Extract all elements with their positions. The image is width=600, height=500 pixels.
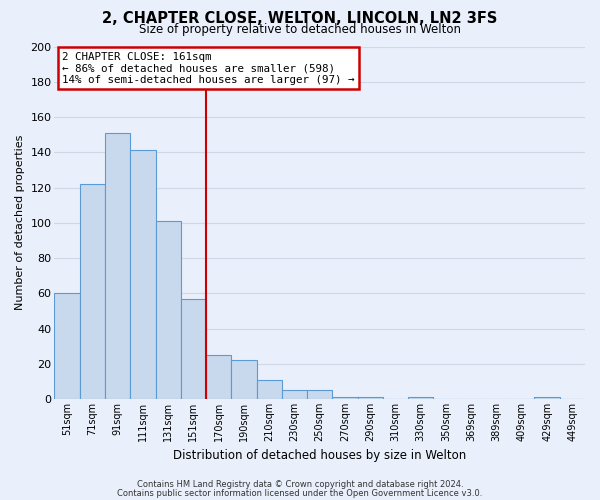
Bar (535, 398, 560, 399)
Bar (55, 294, 80, 399)
Bar (332, 398, 358, 399)
Bar (80, 184, 105, 399)
X-axis label: Distribution of detached houses by size in Welton: Distribution of detached houses by size … (173, 450, 466, 462)
Text: Size of property relative to detached houses in Welton: Size of property relative to detached ho… (139, 22, 461, 36)
Bar (257, 380, 282, 399)
Bar (282, 390, 307, 399)
Bar (181, 298, 206, 399)
Bar (307, 390, 332, 399)
Bar (130, 150, 155, 399)
Y-axis label: Number of detached properties: Number of detached properties (15, 135, 25, 310)
Text: Contains public sector information licensed under the Open Government Licence v3: Contains public sector information licen… (118, 488, 482, 498)
Text: Contains HM Land Registry data © Crown copyright and database right 2024.: Contains HM Land Registry data © Crown c… (137, 480, 463, 489)
Bar (155, 221, 181, 399)
Bar (206, 355, 232, 399)
Text: 2 CHAPTER CLOSE: 161sqm
← 86% of detached houses are smaller (598)
14% of semi-d: 2 CHAPTER CLOSE: 161sqm ← 86% of detache… (62, 52, 355, 85)
Bar (232, 360, 257, 399)
Bar (408, 398, 433, 399)
Bar (358, 398, 383, 399)
Text: 2, CHAPTER CLOSE, WELTON, LINCOLN, LN2 3FS: 2, CHAPTER CLOSE, WELTON, LINCOLN, LN2 3… (103, 11, 497, 26)
Bar (105, 133, 130, 399)
